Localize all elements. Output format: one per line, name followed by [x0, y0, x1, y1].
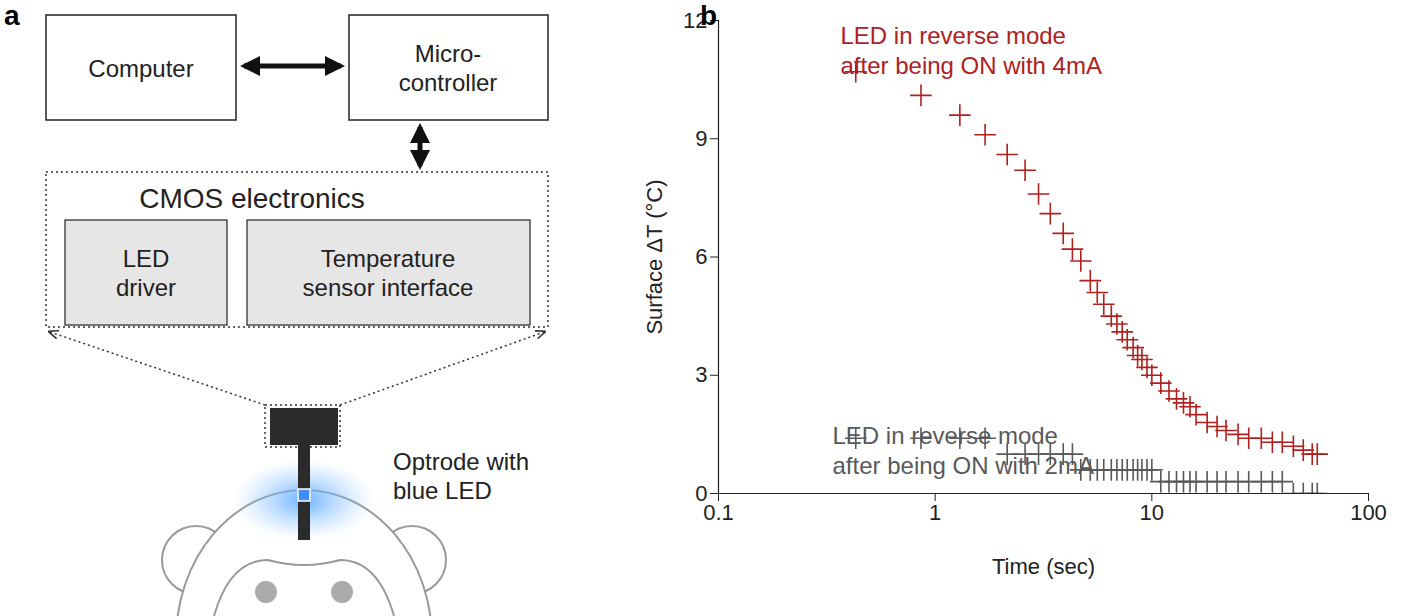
svg-text:LED: LED: [123, 245, 170, 272]
svg-text:0.1: 0.1: [703, 500, 734, 525]
svg-text:10: 10: [1140, 500, 1164, 525]
svg-text:Optrode with: Optrode with: [393, 448, 529, 475]
svg-text:Computer: Computer: [88, 55, 193, 82]
svg-text:3: 3: [695, 362, 707, 387]
svg-text:6: 6: [695, 244, 707, 269]
svg-text:100: 100: [1350, 500, 1387, 525]
svg-text:Time (sec): Time (sec): [992, 554, 1095, 579]
svg-text:Temperature: Temperature: [321, 245, 456, 272]
svg-text:Surface ΔT (°C): Surface ΔT (°C): [642, 179, 667, 334]
svg-text:CMOS electronics: CMOS electronics: [139, 183, 365, 214]
svg-text:controller: controller: [399, 69, 498, 96]
svg-text:blue LED: blue LED: [393, 477, 492, 504]
svg-text:sensor interface: sensor interface: [303, 274, 474, 301]
svg-text:LED in reverse modeafter being: LED in reverse modeafter being ON with 2…: [833, 422, 1094, 479]
svg-text:Micro-: Micro-: [415, 40, 482, 67]
svg-text:9: 9: [695, 126, 707, 151]
svg-text:driver: driver: [116, 274, 176, 301]
svg-text:1: 1: [929, 500, 941, 525]
svg-text:LED in reverse modeafter being: LED in reverse modeafter being ON with 4…: [841, 22, 1102, 79]
